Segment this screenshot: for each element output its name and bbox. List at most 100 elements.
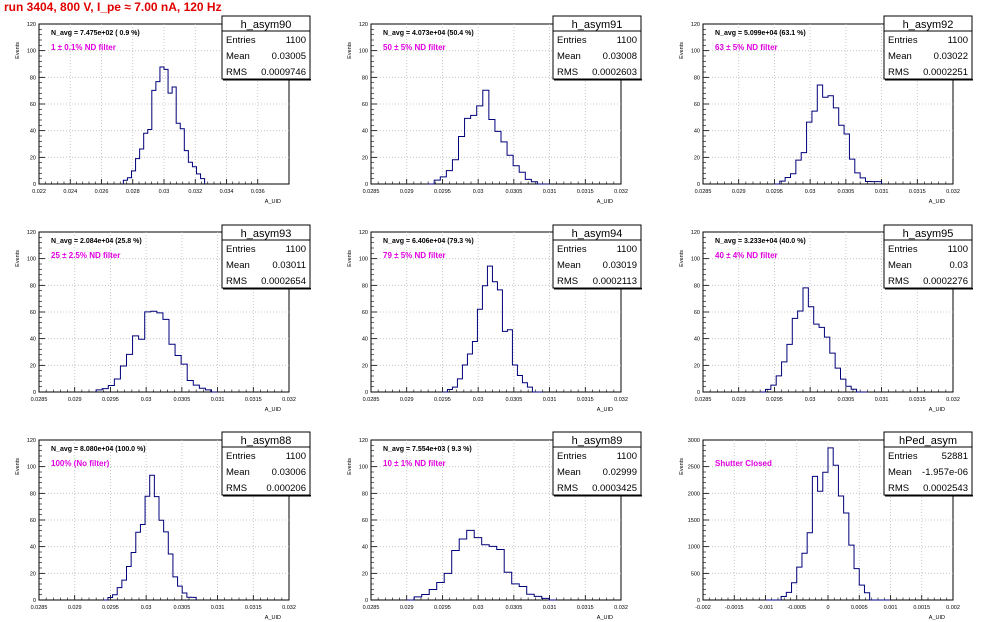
x-tick-label: 0.029 — [400, 397, 414, 403]
y-tick-label: 60 — [362, 310, 368, 316]
y-tick-label: 60 — [362, 518, 368, 524]
stats-value: 0.0002543 — [923, 483, 968, 494]
x-tick-label: 0.0315 — [577, 397, 594, 403]
x-tick-label: 0.03 — [473, 605, 484, 611]
y-tick-label: 120 — [359, 22, 368, 28]
x-tick-label: 0.0285 — [31, 397, 48, 403]
y-tick-label: 80 — [694, 75, 700, 81]
x-tick-label: 0.032 — [188, 189, 202, 195]
stats-value: 1100 — [617, 451, 637, 462]
x-tick-label: 0.03 — [473, 397, 484, 403]
x-tick-label: 0.0285 — [31, 605, 48, 611]
stats-label: Entries — [226, 451, 256, 462]
histogram-line — [428, 89, 550, 185]
stats-value: 0.03006 — [272, 467, 306, 478]
stats-title: h_asym88 — [241, 435, 292, 447]
stats-value: 1100 — [617, 244, 637, 255]
y-tick-label: 0 — [33, 182, 36, 188]
y-axis-label: Events — [347, 42, 353, 59]
y-tick-label: 120 — [691, 230, 700, 236]
x-axis-label: A_UID — [597, 407, 613, 413]
x-tick-label: 0.03 — [805, 189, 816, 195]
y-tick-label: 100 — [27, 257, 36, 263]
navg-label: N_avg = 3.233e+04 (40.0 %) — [715, 238, 806, 245]
y-tick-label: 40 — [362, 129, 368, 135]
y-axis-label: Events — [347, 458, 353, 475]
x-tick-label: 0.031 — [211, 605, 225, 611]
x-tick-label: 0.0315 — [577, 189, 594, 195]
x-axis-label: A_UID — [597, 615, 613, 621]
x-axis-label: A_UID — [265, 615, 281, 621]
stats-shadow — [554, 288, 642, 290]
stats-label: Entries — [226, 35, 256, 46]
stats-value: 52881 — [942, 451, 968, 462]
histogram-panel-h_asym92: 0.0285 0.029 0.0295 0.03 0.0305 0.031 0.0315 0.… — [679, 15, 973, 205]
x-tick-label: 0.029 — [732, 189, 746, 195]
x-tick-label: 0 — [826, 605, 829, 611]
stats-shadow — [223, 79, 311, 81]
navg-label: N_avg = 8.080e+04 (100.0 %) — [51, 446, 146, 453]
x-tick-label: 0.0315 — [909, 189, 926, 195]
histogram-panel-h_asym89: 0.0285 0.029 0.0295 0.03 0.0305 0.031 0.0315 0.… — [347, 431, 642, 621]
stats-box — [883, 224, 973, 289]
x-tick-label: 0.0285 — [695, 397, 712, 403]
x-tick-label: 0.029 — [68, 397, 82, 403]
stats-label: Mean — [557, 260, 581, 271]
histogram-line — [774, 84, 883, 185]
x-tick-label: 0.029 — [400, 189, 414, 195]
y-axis-label: Events — [347, 250, 353, 267]
x-tick-label: 0.031 — [211, 397, 225, 403]
stats-value: 0.02999 — [603, 467, 637, 478]
stats-title: h_asym95 — [903, 228, 954, 240]
histogram-panel-h_asym90: 0.022 0.024 0.026 0.028 0.03 0.032 0.034 0.036 0… — [15, 15, 311, 205]
y-tick-label: 100 — [691, 49, 700, 55]
x-tick-label: 0.024 — [63, 189, 77, 195]
x-tick-label: 0.0305 — [505, 605, 522, 611]
x-tick-label: 0.0285 — [363, 397, 380, 403]
x-tick-label: 0.0295 — [766, 397, 783, 403]
y-tick-label: 3000 — [688, 438, 700, 444]
stats-label: Mean — [888, 467, 912, 478]
x-tick-label: 0.031 — [875, 397, 889, 403]
x-tick-label: 0.032 — [282, 397, 296, 403]
y-tick-label: 2000 — [688, 491, 700, 497]
x-tick-label: 0.0315 — [909, 397, 926, 403]
stats-label: Mean — [557, 51, 581, 62]
x-tick-label: 0.028 — [126, 189, 140, 195]
x-tick-label: 0.001 — [884, 605, 898, 611]
x-tick-label: 0.03 — [159, 189, 170, 195]
histogram-line — [406, 529, 557, 601]
stats-value: 1100 — [286, 244, 306, 255]
y-tick-label: 60 — [362, 102, 368, 108]
x-tick-label: 0.0315 — [577, 605, 594, 611]
y-tick-label: 0 — [365, 390, 368, 396]
x-tick-label: 0.0315 — [245, 397, 262, 403]
filter-label: 10 ± 1% ND filter — [383, 459, 446, 468]
histogram-line — [442, 265, 543, 393]
x-tick-label: 0.0305 — [505, 189, 522, 195]
y-tick-label: 100 — [359, 49, 368, 55]
x-tick-label: 0.0285 — [695, 189, 712, 195]
histogram-panel-hPed_asym: -0.002 -0.0015 -0.001 -0.0005 0 0.0005 0.001 0.… — [679, 431, 973, 621]
x-tick-label: 0.0295 — [434, 189, 451, 195]
x-tick-label: 0.029 — [732, 397, 746, 403]
stats-label: RMS — [226, 483, 247, 494]
x-tick-label: 0.032 — [946, 397, 960, 403]
y-tick-label: 20 — [362, 363, 368, 369]
y-tick-label: 0 — [365, 598, 368, 604]
x-tick-label: 0.036 — [251, 189, 265, 195]
stats-label: RMS — [557, 276, 578, 287]
y-tick-label: 120 — [27, 22, 36, 28]
x-axis-label: A_UID — [265, 407, 281, 413]
y-tick-label: 60 — [694, 102, 700, 108]
stats-label: RMS — [888, 483, 909, 494]
stats-value: 0.0002654 — [261, 276, 306, 287]
x-tick-label: 0.0305 — [173, 605, 190, 611]
x-tick-label: 0.0295 — [766, 189, 783, 195]
y-tick-label: 100 — [359, 465, 368, 471]
y-axis-label: Events — [15, 42, 21, 59]
filter-label: 1 ± 0.1% ND filter — [51, 43, 116, 52]
navg-label: N_avg = 7.475e+02 ( 0.9 %) — [51, 30, 140, 37]
y-axis-label: Events — [15, 458, 21, 475]
histogram-line — [122, 66, 206, 184]
